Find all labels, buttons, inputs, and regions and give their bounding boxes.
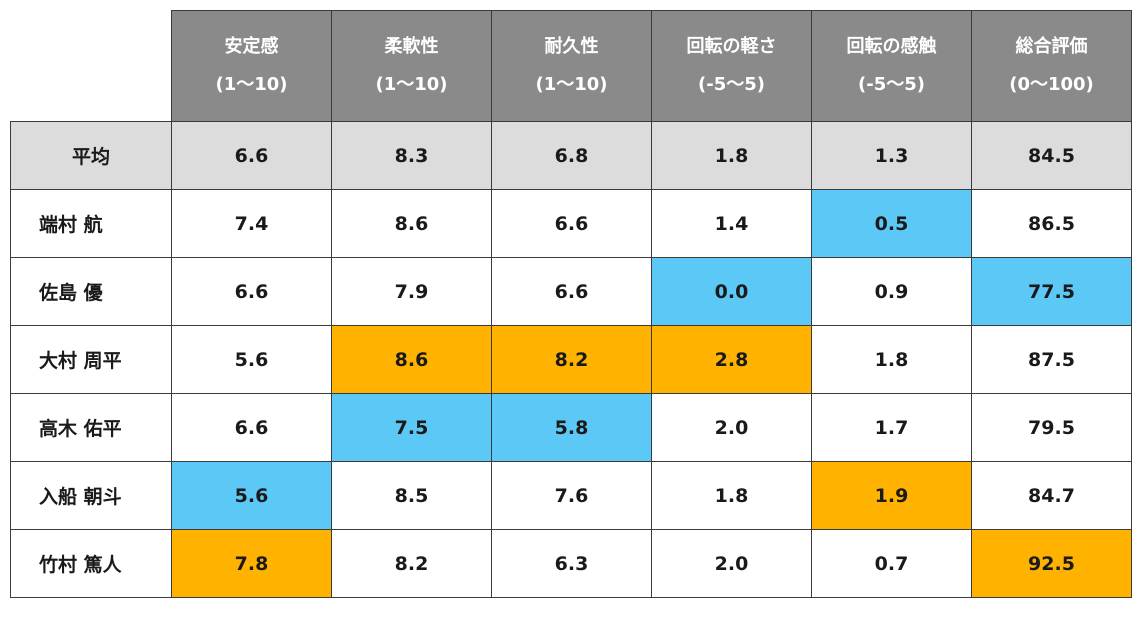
value-cell: 7.6 <box>491 461 652 530</box>
table-row: 入船 朝斗 5.6 8.5 7.6 1.8 1.9 84.7 <box>10 461 1132 530</box>
value-cell: 84.7 <box>971 461 1132 530</box>
column-header-name: 総合評価 <box>1015 36 1088 57</box>
table-row: 高木 佑平 6.6 7.5 5.8 2.0 1.7 79.5 <box>10 393 1132 462</box>
value-cell: 7.5 <box>331 393 492 462</box>
value-cell: 0.9 <box>811 257 972 326</box>
value-cell: 8.2 <box>331 529 492 598</box>
column-header-6: 総合評価 (0〜100) <box>971 10 1132 122</box>
value-cell: 6.3 <box>491 529 652 598</box>
value-cell: 6.6 <box>171 257 332 326</box>
value-cell: 1.8 <box>811 325 972 394</box>
value-cell: 5.6 <box>171 461 332 530</box>
value-cell: 7.4 <box>171 189 332 258</box>
value-cell: 2.8 <box>651 325 812 394</box>
column-header-name: 柔軟性 <box>384 36 439 57</box>
value-cell: 1.9 <box>811 461 972 530</box>
average-row: 平均 6.6 8.3 6.8 1.8 1.3 84.5 <box>10 121 1132 190</box>
row-label: 入船 朝斗 <box>10 461 172 530</box>
value-cell: 79.5 <box>971 393 1132 462</box>
corner-cell <box>10 10 172 122</box>
header-row: 安定感 (1〜10) 柔軟性 (1〜10) 耐久性 (1〜10) 回転の軽さ (-5〜5) 回転… <box>10 10 1132 122</box>
value-cell: 6.6 <box>171 121 332 190</box>
column-header-range: (1〜10) <box>535 74 608 95</box>
column-header-range: (1〜10) <box>375 74 448 95</box>
column-header-name: 回転の軽さ <box>686 36 777 57</box>
value-cell: 6.8 <box>491 121 652 190</box>
value-cell: 5.8 <box>491 393 652 462</box>
value-cell: 7.8 <box>171 529 332 598</box>
value-cell: 8.2 <box>491 325 652 394</box>
value-cell: 6.6 <box>171 393 332 462</box>
value-cell: 7.9 <box>331 257 492 326</box>
row-label: 端村 航 <box>10 189 172 258</box>
column-header-3: 耐久性 (1〜10) <box>491 10 652 122</box>
table-row: 竹村 篤人 7.8 8.2 6.3 2.0 0.7 92.5 <box>10 529 1132 598</box>
value-cell: 2.0 <box>651 529 812 598</box>
value-cell: 0.0 <box>651 257 812 326</box>
column-header-5: 回転の感触 (-5〜5) <box>811 10 972 122</box>
table-row: 佐島 優 6.6 7.9 6.6 0.0 0.9 77.5 <box>10 257 1132 326</box>
row-label: 竹村 篤人 <box>10 529 172 598</box>
value-cell: 86.5 <box>971 189 1132 258</box>
value-cell: 77.5 <box>971 257 1132 326</box>
column-header-name: 耐久性 <box>544 36 599 57</box>
column-header-range: (0〜100) <box>1009 74 1094 95</box>
value-cell: 92.5 <box>971 529 1132 598</box>
column-header-name: 安定感 <box>224 36 279 57</box>
row-label: 佐島 優 <box>10 257 172 326</box>
value-cell: 8.6 <box>331 189 492 258</box>
column-header-range: (1〜10) <box>215 74 288 95</box>
value-cell: 8.3 <box>331 121 492 190</box>
value-cell: 87.5 <box>971 325 1132 394</box>
value-cell: 1.8 <box>651 461 812 530</box>
column-header-2: 柔軟性 (1〜10) <box>331 10 492 122</box>
value-cell: 8.5 <box>331 461 492 530</box>
value-cell: 6.6 <box>491 257 652 326</box>
table-body: 平均 6.6 8.3 6.8 1.8 1.3 84.5 端村 航 7.4 8.6 6.6 1.4 0.5… <box>10 121 1132 598</box>
table-row: 大村 周平 5.6 8.6 8.2 2.8 1.8 87.5 <box>10 325 1132 394</box>
value-cell: 5.6 <box>171 325 332 394</box>
row-label: 高木 佑平 <box>10 393 172 462</box>
row-label: 大村 周平 <box>10 325 172 394</box>
value-cell: 1.3 <box>811 121 972 190</box>
value-cell: 2.0 <box>651 393 812 462</box>
column-header-1: 安定感 (1〜10) <box>171 10 332 122</box>
value-cell: 0.5 <box>811 189 972 258</box>
value-cell: 6.6 <box>491 189 652 258</box>
table-row: 端村 航 7.4 8.6 6.6 1.4 0.5 86.5 <box>10 189 1132 258</box>
value-cell: 84.5 <box>971 121 1132 190</box>
column-header-name: 回転の感触 <box>846 36 937 57</box>
column-header-range: (-5〜5) <box>698 74 765 95</box>
value-cell: 1.8 <box>651 121 812 190</box>
column-header-4: 回転の軽さ (-5〜5) <box>651 10 812 122</box>
row-label: 平均 <box>10 121 172 190</box>
value-cell: 1.4 <box>651 189 812 258</box>
evaluation-table: 安定感 (1〜10) 柔軟性 (1〜10) 耐久性 (1〜10) 回転の軽さ (-5〜5) 回転… <box>10 10 1132 598</box>
value-cell: 0.7 <box>811 529 972 598</box>
value-cell: 8.6 <box>331 325 492 394</box>
column-header-range: (-5〜5) <box>858 74 925 95</box>
value-cell: 1.7 <box>811 393 972 462</box>
